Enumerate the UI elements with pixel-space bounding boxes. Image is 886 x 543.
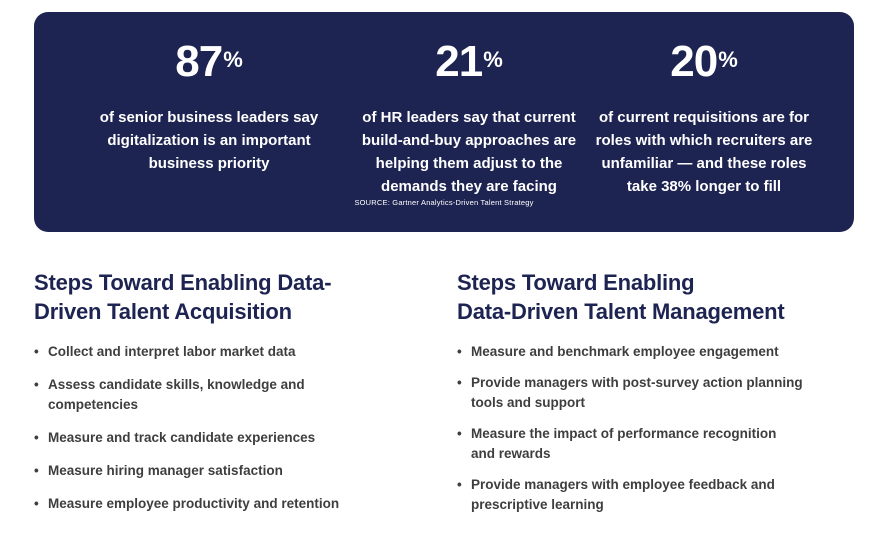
bullet-icon: •	[457, 426, 462, 441]
stat-figure: 21%	[339, 38, 599, 86]
stat-senior-leaders: 87% of senior business leaders say digit…	[79, 38, 339, 175]
item-line: tools and support	[471, 395, 585, 410]
talent-acquisition-section: Steps Toward Enabling Data- Driven Talen…	[34, 268, 434, 527]
stat-description: of current requisitions are for roles wi…	[575, 106, 833, 198]
stat-hr-leaders: 21% of HR leaders say that current build…	[339, 38, 599, 198]
item-line: Measure employee productivity and retent…	[48, 496, 340, 511]
list-item: • Provide managers with employee feedback…	[457, 475, 877, 515]
list-item: • Provide managers with post-survey actio…	[457, 373, 877, 413]
stat-requisitions: 20% of current requisitions are for role…	[575, 38, 833, 198]
steps-list: • Measure and benchmark employee engageme…	[457, 342, 877, 515]
list-item: • Measure employee productivity and reten…	[34, 494, 434, 514]
stat-figure: 20%	[575, 38, 833, 86]
steps-list: • Collect and interpret labor market data…	[34, 342, 434, 514]
bullet-icon: •	[457, 477, 462, 492]
title-line: Steps Toward Enabling	[457, 270, 695, 295]
title-line: Data-Driven Talent Management	[457, 299, 785, 324]
stat-description: of HR leaders say that current build-and…	[339, 106, 599, 198]
item-line: competencies	[48, 397, 139, 412]
stat-line: take 38% longer to fill	[626, 178, 782, 195]
item-line: Provide managers with employee feedback …	[471, 477, 775, 492]
stat-figure: 87%	[79, 38, 339, 86]
bullet-icon: •	[457, 375, 462, 390]
stat-line: digitalization is an important	[107, 132, 311, 149]
item-line: Measure the impact of performance recogn…	[471, 426, 777, 441]
stat-unit: %	[483, 47, 503, 72]
bullet-icon: •	[34, 430, 39, 445]
list-item: • Measure hiring manager satisfaction	[34, 461, 434, 481]
section-title: Steps Toward Enabling Data-Driven Talent…	[457, 268, 877, 326]
list-item: • Measure and track candidate experiences	[34, 428, 434, 448]
list-item: • Measure and benchmark employee engageme…	[457, 342, 877, 362]
item-line: and rewards	[471, 446, 551, 461]
stats-panel: 87% of senior business leaders say digit…	[34, 12, 854, 232]
stat-unit: %	[718, 47, 738, 72]
item-line: Collect and interpret labor market data	[48, 344, 296, 359]
stat-line: build-and-buy approaches are	[361, 132, 577, 149]
stat-line: of current requisitions are for	[598, 109, 810, 126]
stat-line: demands they are facing	[381, 178, 557, 195]
item-line: Measure and track candidate experiences	[48, 430, 316, 445]
item-line: Assess candidate skills, knowledge and	[48, 377, 305, 392]
stat-line: of HR leaders say that current	[362, 109, 576, 126]
talent-management-section: Steps Toward Enabling Data-Driven Talent…	[457, 268, 877, 526]
bullet-icon: •	[34, 377, 39, 392]
list-item: • Measure the impact of performance recog…	[457, 424, 877, 464]
bullet-icon: •	[34, 463, 39, 478]
item-line: Measure and benchmark employee engagemen…	[471, 344, 779, 359]
item-line: Measure hiring manager satisfaction	[48, 463, 283, 478]
stat-unit: %	[223, 47, 243, 72]
stat-number: 87	[175, 37, 223, 86]
list-item: • Collect and interpret labor market data	[34, 342, 434, 362]
stat-number: 20	[670, 37, 718, 86]
stat-line: business priority	[148, 155, 270, 172]
stat-line: helping them adjust to the	[375, 155, 563, 172]
section-title: Steps Toward Enabling Data- Driven Talen…	[34, 268, 434, 326]
source-note: SOURCE: Gartner Analytics-Driven Talent …	[354, 198, 534, 207]
title-line: Driven Talent Acquisition	[34, 299, 292, 324]
item-line: prescriptive learning	[471, 497, 604, 512]
stat-line: roles with which recruiters are	[595, 132, 813, 149]
bullet-icon: •	[34, 344, 39, 359]
stat-line: unfamiliar — and these roles	[601, 155, 807, 172]
stat-number: 21	[435, 37, 483, 86]
stat-description: of senior business leaders say digitaliz…	[79, 106, 339, 175]
item-line: Provide managers with post-survey action…	[471, 375, 803, 390]
bullet-icon: •	[457, 344, 462, 359]
stat-line: of senior business leaders say	[99, 109, 319, 126]
bullet-icon: •	[34, 496, 39, 511]
list-item: • Assess candidate skills, knowledge and c…	[34, 375, 434, 415]
title-line: Steps Toward Enabling Data-	[34, 270, 332, 295]
